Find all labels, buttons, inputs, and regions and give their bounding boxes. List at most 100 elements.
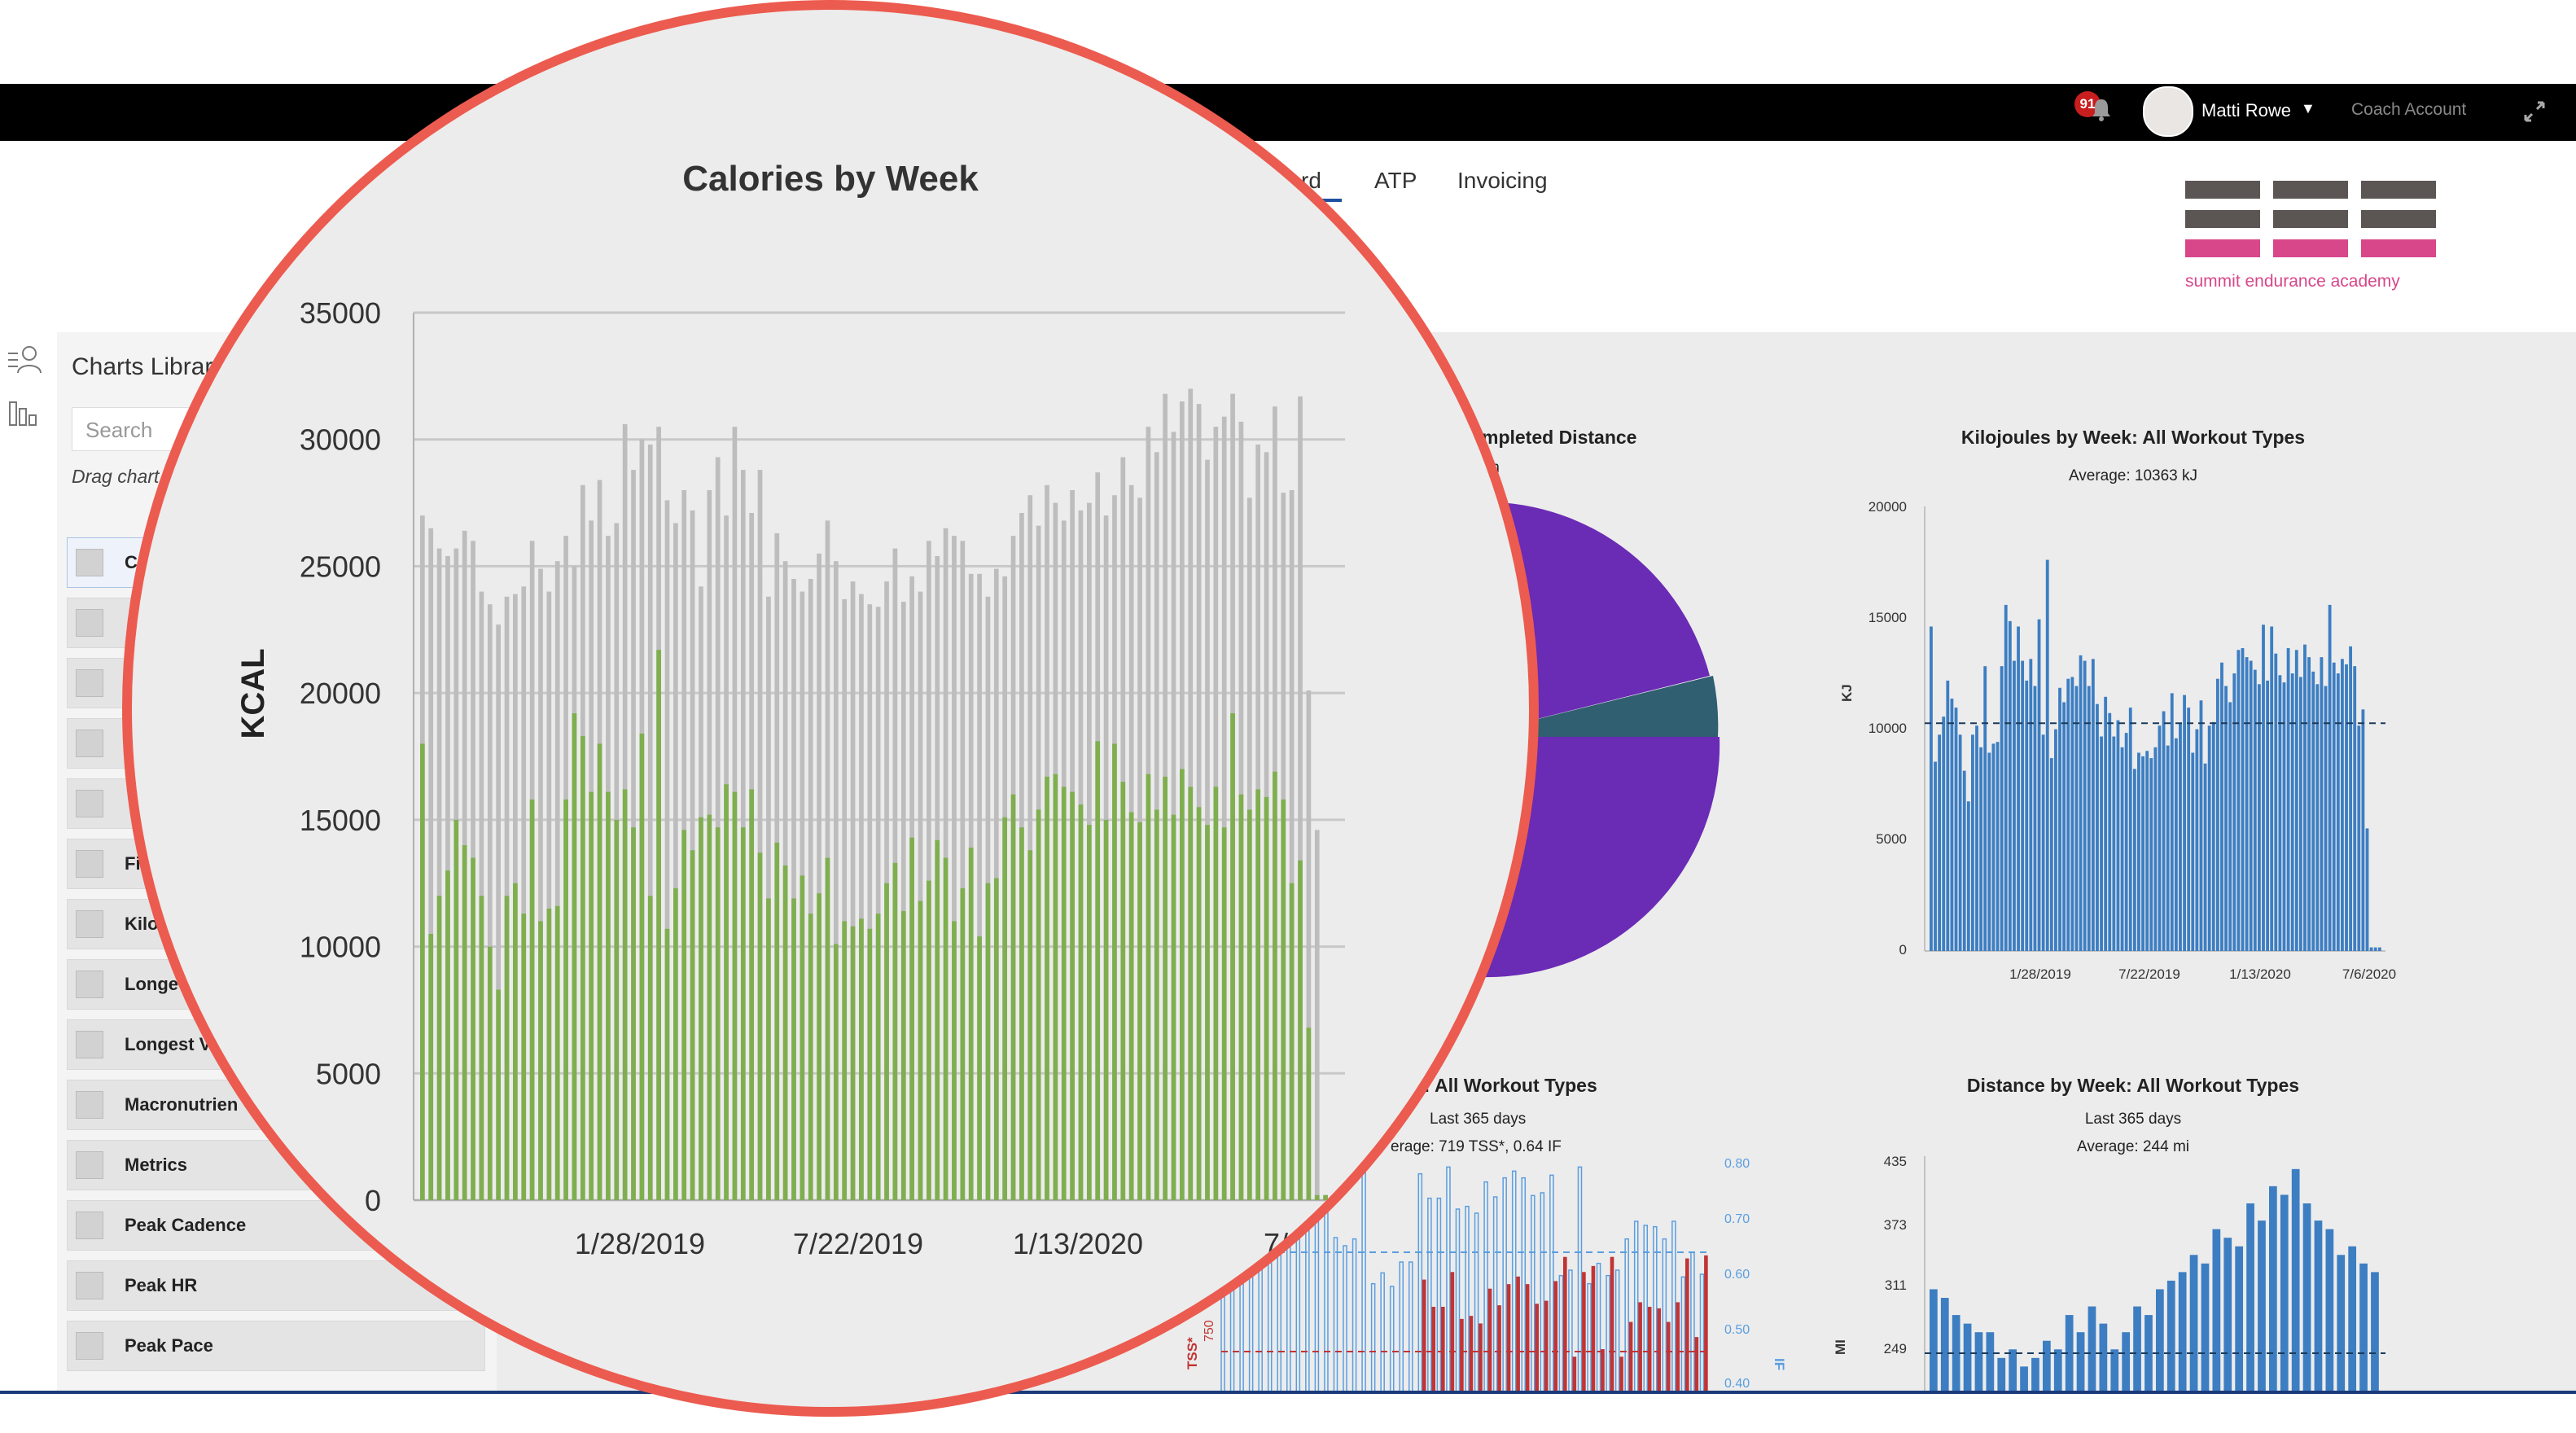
if-bar[interactable]: [1492, 1196, 1498, 1392]
kj-bar[interactable]: [2116, 720, 2120, 951]
if-bar[interactable]: [1614, 1269, 1620, 1392]
distance-bar[interactable]: [2110, 1349, 2119, 1392]
calories-completed-bar[interactable]: [985, 883, 991, 1200]
calories-completed-bar[interactable]: [487, 946, 493, 1200]
kj-bar[interactable]: [2153, 747, 2158, 951]
kj-bar[interactable]: [2145, 751, 2149, 951]
kj-bar[interactable]: [2282, 682, 2286, 951]
calories-total-bar[interactable]: [927, 541, 931, 1200]
kj-bar[interactable]: [2191, 752, 2195, 951]
kj-bar[interactable]: [2132, 769, 2136, 951]
calories-completed-bar[interactable]: [1103, 819, 1109, 1200]
kj-bar[interactable]: [1938, 734, 1942, 951]
kj-bar[interactable]: [2149, 758, 2153, 951]
kj-bar[interactable]: [1962, 770, 1966, 951]
kj-bar[interactable]: [1979, 747, 1983, 951]
calories-completed-bar[interactable]: [1095, 741, 1101, 1200]
calories-total-bar[interactable]: [1289, 490, 1295, 1200]
if-bar[interactable]: [1606, 1274, 1610, 1392]
calories-completed-bar[interactable]: [597, 743, 602, 1200]
calories-total-bar[interactable]: [833, 561, 839, 1200]
kj-bar[interactable]: [2141, 756, 2144, 951]
if-bar[interactable]: [1399, 1261, 1404, 1392]
calories-completed-bar[interactable]: [1078, 804, 1084, 1200]
kj-bar[interactable]: [2174, 738, 2178, 951]
calories-total-bar[interactable]: [479, 591, 484, 1200]
if-bar[interactable]: [1531, 1194, 1536, 1392]
kj-bar[interactable]: [2303, 644, 2307, 951]
distance-bar[interactable]: [2122, 1332, 2131, 1392]
if-bar[interactable]: [1596, 1262, 1601, 1392]
tss-bar[interactable]: [1460, 1318, 1464, 1392]
kj-bar[interactable]: [2207, 725, 2211, 951]
kj-bar[interactable]: [2340, 659, 2344, 951]
if-bar[interactable]: [1568, 1269, 1573, 1392]
calories-completed-bar[interactable]: [993, 878, 999, 1200]
if-bar[interactable]: [1690, 1251, 1695, 1392]
calories-completed-bar[interactable]: [546, 908, 552, 1200]
calories-completed-bar[interactable]: [529, 799, 535, 1200]
calories-completed-bar[interactable]: [664, 928, 670, 1200]
kj-bar[interactable]: [2324, 686, 2328, 951]
calories-total-bar[interactable]: [554, 561, 560, 1200]
distance-bar[interactable]: [2291, 1168, 2300, 1392]
tab-atp[interactable]: ATP: [1374, 168, 1417, 193]
kj-bar[interactable]: [2373, 947, 2377, 951]
kj-bar[interactable]: [2257, 684, 2261, 951]
kj-bar[interactable]: [2274, 653, 2278, 951]
calories-completed-bar[interactable]: [572, 713, 577, 1200]
kj-bar[interactable]: [2315, 684, 2320, 951]
distance-bar[interactable]: [2359, 1263, 2368, 1392]
distance-bar[interactable]: [2280, 1194, 2289, 1392]
tss-bar[interactable]: [1516, 1276, 1520, 1392]
calories-completed-bar[interactable]: [554, 905, 560, 1200]
kj-bar[interactable]: [2266, 680, 2269, 951]
calories-completed-bar[interactable]: [1036, 809, 1041, 1200]
calories-completed-bar[interactable]: [1298, 860, 1303, 1200]
calories-completed-bar[interactable]: [977, 936, 982, 1200]
calories-completed-bar[interactable]: [436, 896, 442, 1200]
calories-completed-bar[interactable]: [825, 857, 830, 1200]
calories-completed-bar[interactable]: [960, 887, 966, 1200]
kj-bar[interactable]: [1991, 743, 1996, 951]
kj-bar[interactable]: [2377, 947, 2381, 951]
kj-bar[interactable]: [1942, 716, 1946, 951]
calories-total-bar[interactable]: [808, 579, 813, 1200]
kj-bar[interactable]: [2120, 747, 2124, 951]
calories-completed-bar[interactable]: [479, 896, 484, 1200]
kj-bar[interactable]: [2066, 678, 2070, 951]
kj-bar[interactable]: [2074, 686, 2079, 951]
calories-completed-bar[interactable]: [1264, 796, 1269, 1200]
tss-bar[interactable]: [1694, 1337, 1699, 1392]
tss-bar[interactable]: [1666, 1321, 1671, 1392]
calories-total-bar[interactable]: [791, 579, 796, 1200]
distance-bar[interactable]: [2076, 1332, 2085, 1392]
calories-completed-bar[interactable]: [647, 896, 653, 1200]
if-bar[interactable]: [1521, 1177, 1527, 1392]
calories-total-bar[interactable]: [875, 607, 881, 1200]
if-bar[interactable]: [1680, 1276, 1686, 1392]
calories-completed-bar[interactable]: [909, 837, 914, 1200]
distance-bar[interactable]: [2348, 1246, 2357, 1392]
distance-bar[interactable]: [2133, 1306, 2141, 1392]
calories-completed-bar[interactable]: [952, 921, 957, 1200]
distance-bar[interactable]: [2088, 1306, 2096, 1392]
tss-bar[interactable]: [1487, 1288, 1492, 1392]
distance-bar[interactable]: [2235, 1246, 2244, 1392]
coach-account-link[interactable]: Coach Account: [2351, 100, 2467, 119]
kj-bar[interactable]: [2128, 708, 2132, 951]
calories-total-bar[interactable]: [647, 444, 653, 1200]
kj-bar[interactable]: [1983, 666, 1987, 951]
kj-bar[interactable]: [2199, 700, 2203, 951]
kj-bar[interactable]: [2049, 758, 2053, 951]
kj-bar[interactable]: [2286, 648, 2290, 951]
calories-completed-bar[interactable]: [1137, 822, 1142, 1200]
calories-completed-bar[interactable]: [1154, 809, 1159, 1200]
calories-completed-bar[interactable]: [900, 910, 906, 1200]
kj-bar[interactable]: [2166, 745, 2170, 951]
calories-total-bar[interactable]: [960, 541, 966, 1200]
distance-bar[interactable]: [2144, 1315, 2153, 1392]
kj-bar[interactable]: [2278, 675, 2282, 951]
tss-bar[interactable]: [1704, 1255, 1708, 1392]
calories-completed-bar[interactable]: [445, 870, 450, 1200]
